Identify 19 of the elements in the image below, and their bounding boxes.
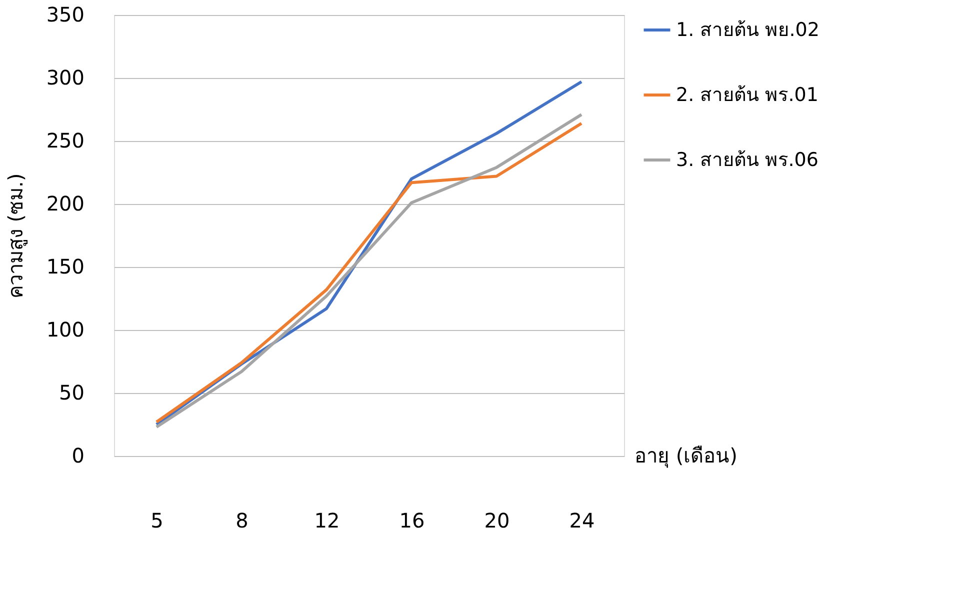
y-tick-label: 150 xyxy=(46,254,84,278)
x-tick-label: 16 xyxy=(399,508,425,532)
y-axis-title: ความสูง (ซม.) xyxy=(3,173,28,299)
y-tick-label: 250 xyxy=(46,128,84,152)
y-tick-label: 0 xyxy=(72,444,84,468)
y-tick-label: 300 xyxy=(46,66,84,90)
legend-label: 3. สายต้น พร.06 xyxy=(676,149,818,171)
legend-label: 2. สายต้น พร.01 xyxy=(676,84,818,106)
y-tick-label: 350 xyxy=(46,2,84,26)
y-tick-label: 50 xyxy=(59,380,84,404)
x-tick-label: 20 xyxy=(484,508,510,532)
x-tick-label: 12 xyxy=(314,508,340,532)
x-tick-label: 24 xyxy=(569,508,595,532)
x-tick-label: 8 xyxy=(236,508,248,532)
x-axis-title: อายุ (เดือน) xyxy=(634,444,738,468)
x-tick-label: 5 xyxy=(150,508,164,532)
legend-label: 1. สายต้น พย.02 xyxy=(676,19,820,41)
y-tick-label: 100 xyxy=(46,318,84,342)
y-tick-label: 200 xyxy=(46,192,84,216)
